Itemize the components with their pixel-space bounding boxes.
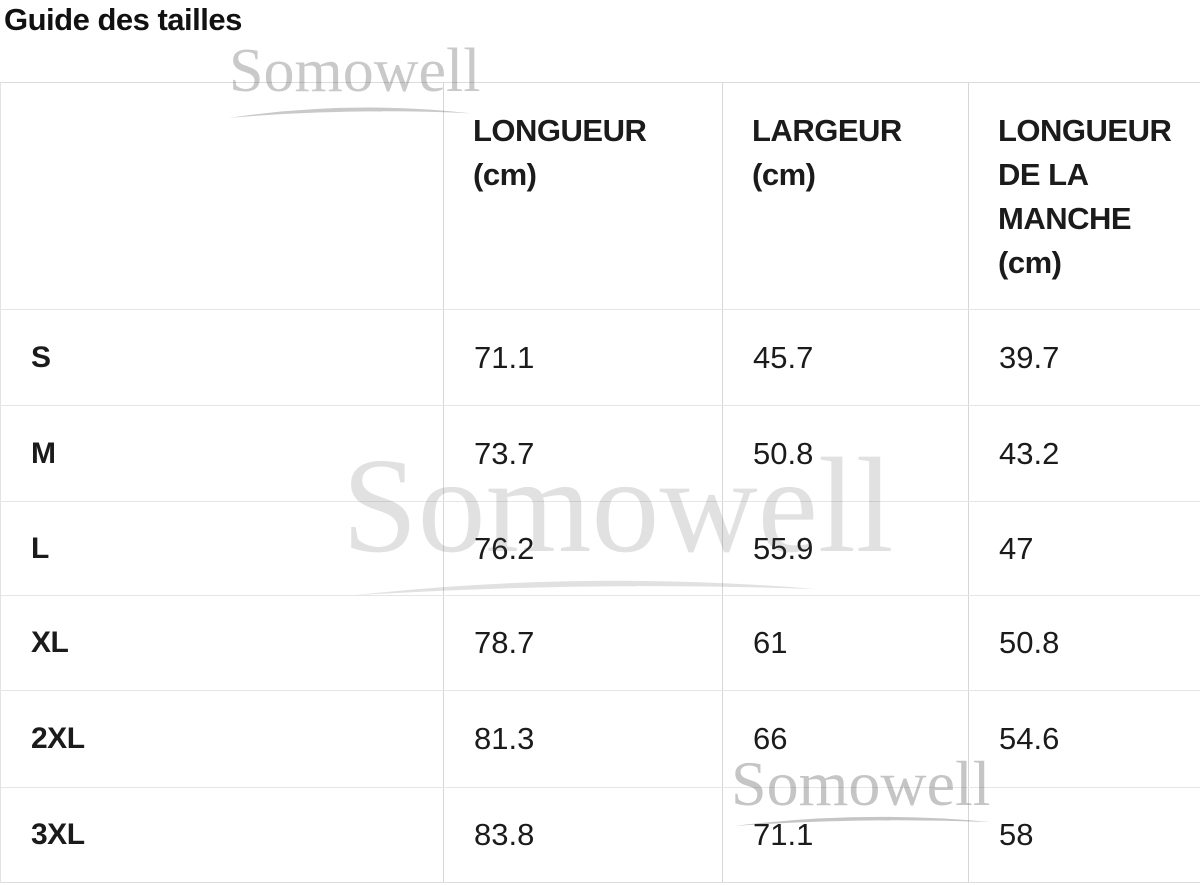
page-title: Guide des tailles: [4, 2, 242, 37]
size-label: M: [31, 436, 56, 470]
header-largeur-label: LARGEUR (cm): [752, 113, 902, 192]
manche-value: 58: [968, 788, 1200, 882]
size-label: 3XL: [31, 818, 85, 851]
table-header-row: LONGUEUR (cm) LARGEUR (cm) LONGUEUR DE L…: [1, 83, 1200, 310]
manche-value: 39.7: [968, 310, 1200, 405]
header-longueur-label: LONGUEUR (cm): [473, 113, 647, 192]
longueur-value: 76.2: [443, 502, 722, 595]
size-label: XL: [31, 626, 69, 659]
table-row: XL 78.7 61 50.8: [1, 596, 1200, 691]
size-guide-table: LONGUEUR (cm) LARGEUR (cm) LONGUEUR DE L…: [0, 82, 1200, 883]
longueur-value: 71.1: [443, 310, 722, 405]
largeur-value: 45.7: [722, 310, 968, 405]
size-label: 2XL: [31, 722, 85, 755]
largeur-value: 50.8: [722, 406, 968, 501]
longueur-value: 83.8: [443, 788, 722, 882]
table-row: M 73.7 50.8 43.2: [1, 406, 1200, 502]
largeur-value: 55.9: [722, 502, 968, 595]
table-row: 2XL 81.3 66 54.6: [1, 691, 1200, 788]
longueur-value: 73.7: [443, 406, 722, 501]
manche-value: 54.6: [968, 691, 1200, 787]
size-label: L: [31, 531, 49, 565]
largeur-value: 71.1: [722, 788, 968, 882]
header-cell-manche: LONGUEUR DE LA MANCHE (cm): [968, 83, 1200, 309]
header-cell-largeur: LARGEUR (cm): [722, 83, 968, 309]
longueur-value: 81.3: [443, 691, 722, 787]
size-label: S: [31, 340, 51, 374]
manche-value: 43.2: [968, 406, 1200, 501]
longueur-value: 78.7: [443, 596, 722, 690]
largeur-value: 61: [722, 596, 968, 690]
largeur-value: 66: [722, 691, 968, 787]
header-manche-label: LONGUEUR DE LA MANCHE (cm): [998, 113, 1172, 280]
table-row: S 71.1 45.7 39.7: [1, 310, 1200, 406]
manche-value: 47: [968, 502, 1200, 595]
table-row: 3XL 83.8 71.1 58: [1, 788, 1200, 883]
table-row: L 76.2 55.9 47: [1, 502, 1200, 596]
manche-value: 50.8: [968, 596, 1200, 690]
header-cell-size: [1, 83, 443, 309]
header-cell-longueur: LONGUEUR (cm): [443, 83, 722, 309]
